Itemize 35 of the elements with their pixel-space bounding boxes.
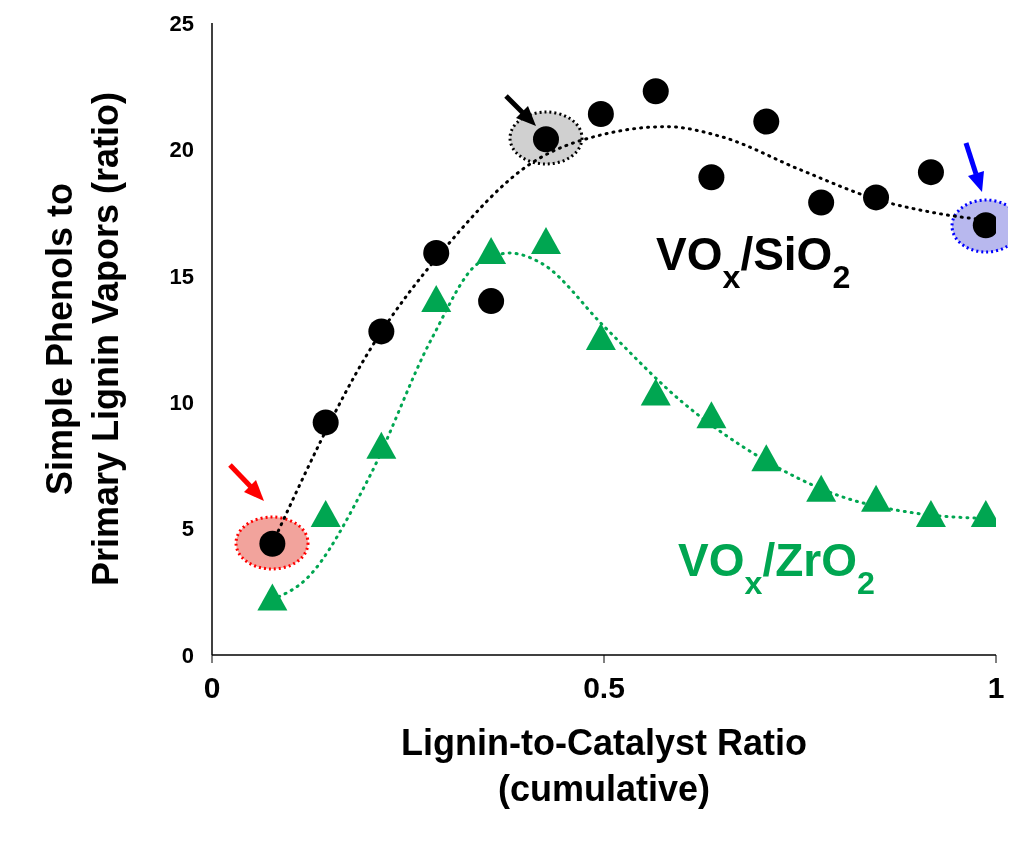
point — [751, 444, 782, 472]
point — [310, 499, 341, 527]
point — [421, 285, 452, 313]
point — [366, 431, 397, 459]
y-tick-label: 10 — [169, 390, 194, 416]
point — [806, 474, 837, 502]
point — [640, 378, 671, 406]
x-axis-title: Lignin-to-Catalyst Ratio (cumulative) — [401, 722, 807, 809]
point — [917, 159, 944, 186]
point — [753, 108, 780, 135]
point — [478, 288, 505, 315]
y-tick-label: 15 — [169, 263, 194, 289]
point — [423, 240, 450, 267]
point — [476, 237, 507, 265]
point — [587, 101, 614, 128]
y-axis-title: Simple Phenols to Primary Lignin Vapors (ratio) — [39, 91, 126, 587]
point — [698, 164, 725, 191]
point — [915, 499, 946, 527]
point — [863, 184, 890, 211]
y-tick-label: 20 — [169, 137, 194, 163]
y-tick-label: 5 — [181, 516, 194, 542]
point — [861, 484, 892, 512]
series-label: VO$_{x}$/ZrO$_{2}$ — [678, 534, 875, 601]
x-tick-label: 0.5 — [583, 671, 625, 705]
series-label: VO$_{x}$/SiO$_{2}$ — [656, 228, 851, 295]
y-tick-label: 0 — [181, 642, 194, 668]
point — [368, 318, 395, 345]
point — [696, 401, 727, 429]
point — [257, 583, 288, 611]
point — [808, 189, 835, 216]
x-tick-label: 0 — [203, 671, 221, 705]
y-tick-label: 25 — [169, 10, 194, 36]
point — [585, 323, 616, 350]
x-tick-label: 1 — [987, 671, 1005, 705]
point — [642, 78, 669, 105]
